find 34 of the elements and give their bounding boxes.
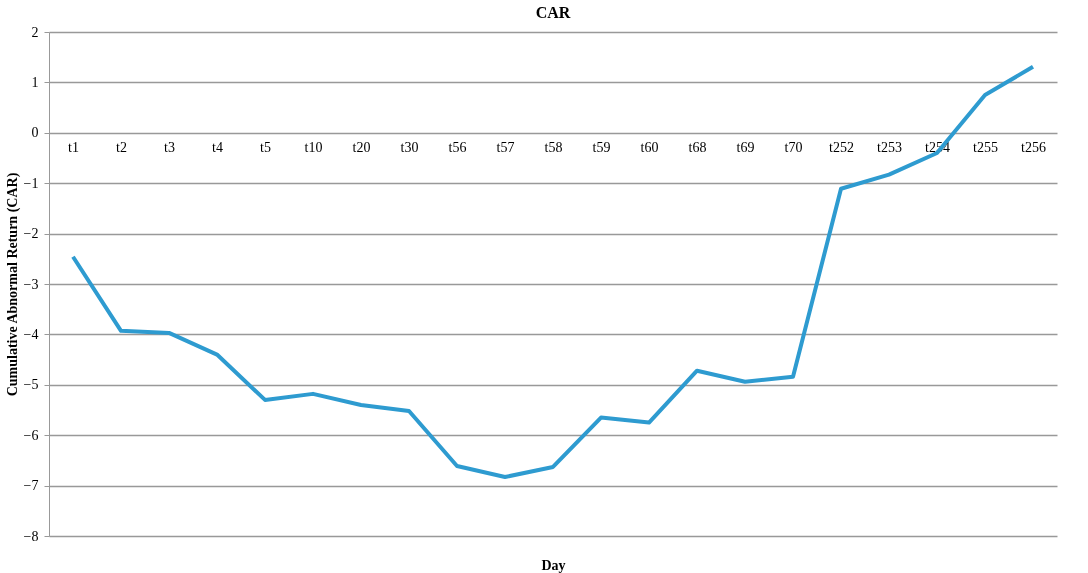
x-axis-title: Day (541, 557, 566, 573)
y-axis-title: Cumulative Abnormal Return (CAR) (4, 172, 21, 397)
x-tick-label: t70 (784, 140, 803, 156)
x-tick-label: t30 (400, 140, 419, 156)
y-tick-label: −1 (23, 175, 39, 191)
x-tick-label: t56 (448, 140, 467, 156)
chart-title: CAR (535, 4, 571, 21)
x-tick-label: t58 (544, 140, 563, 156)
y-tick-label: −8 (23, 528, 39, 544)
y-tick-label: −5 (23, 377, 39, 393)
y-tick-label: 0 (31, 125, 39, 141)
x-tick-label: t60 (640, 140, 659, 156)
y-tick-label: −3 (23, 276, 39, 292)
x-tick-label: t252 (829, 140, 854, 156)
x-tick-label: t2 (116, 140, 127, 156)
y-tick-label: −6 (23, 427, 39, 443)
x-tick-label: t20 (352, 140, 371, 156)
x-tick-label: t4 (212, 140, 223, 156)
x-tick-label: t68 (688, 140, 707, 156)
x-tick-label: t59 (592, 140, 611, 156)
x-tick-label: t1 (68, 140, 79, 156)
x-tick-label: t3 (164, 140, 175, 156)
y-tick-label: 1 (31, 74, 39, 90)
y-tick-label: −7 (23, 478, 39, 494)
x-tick-label: t69 (736, 140, 755, 156)
x-tick-label: t256 (1021, 140, 1046, 156)
x-tick-label: t10 (304, 140, 323, 156)
x-tick-label: t255 (973, 140, 998, 156)
y-tick-label: 2 (31, 24, 39, 40)
y-tick-label: −2 (23, 226, 39, 242)
y-tick-label: −4 (23, 326, 39, 342)
x-tick-label: t57 (496, 140, 515, 156)
x-tick-label: t253 (877, 140, 902, 156)
x-tick-label: t5 (260, 140, 271, 156)
